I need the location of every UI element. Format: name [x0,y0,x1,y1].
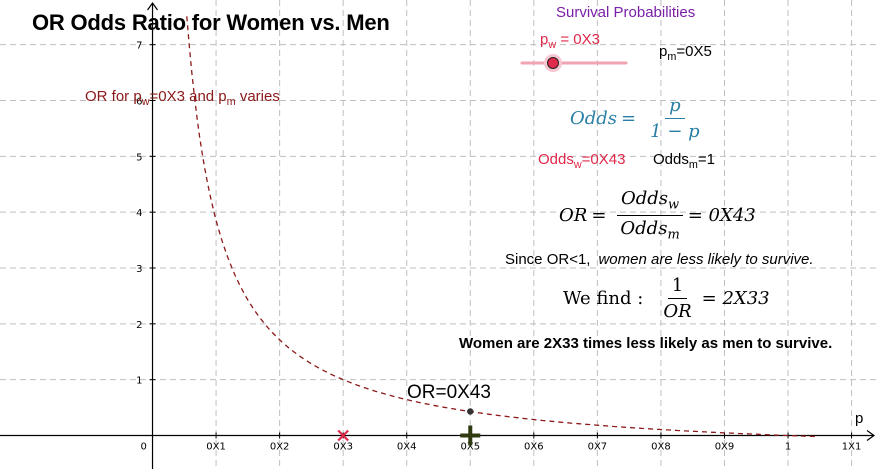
conclusion-text: Women are 2X33 times less likely as men … [459,335,833,352]
odds-m-main: Odds [653,151,689,168]
or-den-main: Odds [620,217,668,239]
y-tick-label: 7 [136,41,142,52]
odds-ratio-curve[interactable] [186,16,819,438]
since-plain: Since OR<1, [505,251,591,268]
or-formula-lhs: OR [559,204,588,226]
odds-formula-lhs: Odds [570,108,618,129]
pw-label-main: p [540,31,549,48]
y-tick-label: 6 [136,97,142,108]
y-tick-label: 3 [136,264,142,275]
pw-slider[interactable] [520,54,628,72]
or-formula-equals: = [591,204,607,226]
y-tick-label: 4 [136,208,142,219]
pm-plus-marker[interactable] [460,425,481,446]
x-tick-label: 0X6 [524,442,544,453]
since-statement: Since OR<1, women are less likely to surv… [505,251,814,268]
x-tick-label: 0 [141,442,147,453]
tick-labels: 0 0X1 0X2 0X3 0X4 0X5 0X6 0X7 0X8 0X9 1 1X1 1 2 3 4 5 6 7 [136,41,861,453]
odds-men-value: Oddsm=1 [653,151,715,171]
pm-label-main: p [659,43,668,60]
curve-label-sub1: w [141,95,150,108]
y-tick-label: 5 [136,152,142,163]
pm-value-label: pm=0X5 [659,43,712,63]
x-tick-label: 0X3 [333,442,353,453]
x-tick-label: 1X1 [842,442,862,453]
x-tick-label: 1 [785,442,791,453]
or-den-sub: m [667,227,680,243]
odds-w-value: =0X43 [581,151,626,168]
y-tick-label: 2 [136,320,142,331]
curve-label-pre: OR for p [85,88,142,105]
odds-ratio-formula: OR = Oddsw Oddsm = 0X43 [559,188,756,242]
or-point-label: OR=0X43 [407,382,491,403]
x-tick-label: 0X1 [206,442,226,453]
or-formula-result: = 0X43 [687,204,756,226]
or-formula-denominator: Oddsm [616,216,683,243]
inverse-or-result: = 2X33 [701,288,770,309]
inverse-or-denominator: OR [663,301,692,322]
odds-women-value: Oddsw=0X43 [538,151,625,171]
curve-label-mid: =0X3 and p [149,88,227,105]
x-axis-arrow [866,430,876,441]
x-axis-label: p [855,410,864,427]
pw-label-value: = 0X3 [556,31,600,48]
or-formula-fraction: Oddsw Oddsm [616,188,684,243]
we-find-formula: We find : 1 OR = 2X33 [563,275,770,322]
y-axis-arrow [147,1,159,11]
we-find-label: We find : [563,288,644,309]
since-emphasis: women are less likely to survive. [598,251,814,268]
odds-formula-fraction: p 1 − p [646,95,704,142]
pw-slider-knob[interactable] [547,57,559,69]
odds-formula-equals: = [621,108,637,129]
page-title: OR Odds Ratio for Women vs. Men [32,10,390,35]
curve-label: OR for pw=0X3 and pm varies [85,88,280,108]
pw-label-sub: w [548,38,557,51]
x-tick-label: 0X4 [397,442,417,453]
x-tick-label: 0X8 [651,442,671,453]
odds-formula-denominator: 1 − p [650,121,700,142]
odds-w-sub: w [573,158,582,171]
x-tick-label: 0X5 [460,442,480,453]
odds-formula: Odds = p 1 − p [570,95,704,142]
odds-formula-numerator: p [665,95,685,119]
x-tick-label: 0X7 [588,442,608,453]
pw-cross-marker[interactable] [337,429,349,442]
or-num-main: Odds [621,188,669,209]
inverse-or-numerator: 1 [667,275,688,299]
inverse-or-fraction: 1 OR [659,275,695,322]
or-point[interactable] [467,408,474,415]
x-tick-label: 0X9 [715,442,735,453]
odds-w-main: Odds [538,151,574,168]
odds-m-sub: m [688,158,698,171]
panel-title: Survival Probabilities [556,4,696,21]
pm-label-sub: m [667,50,677,63]
curve-label-post: varies [235,88,280,105]
y-tick-label: 1 [136,376,142,387]
x-tick-label: 0X2 [270,442,290,453]
pm-label-value: =0X5 [676,43,712,60]
odds-m-value: =1 [697,151,715,168]
pw-slider-label: pw = 0X3 [540,31,600,51]
or-formula-numerator: Oddsw [617,188,684,216]
curve-label-sub2: m [226,95,236,108]
or-num-sub: w [668,197,680,213]
